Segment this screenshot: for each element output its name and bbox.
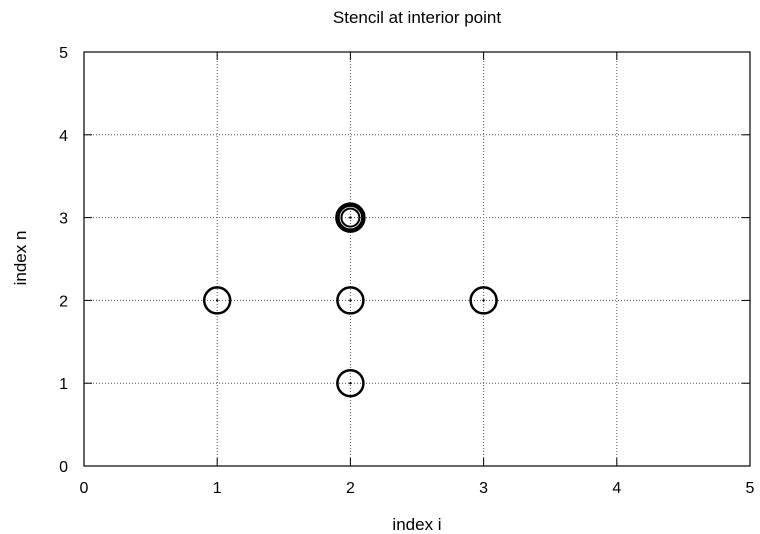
y-tick-label: 3 bbox=[59, 211, 68, 228]
x-tick-label: 1 bbox=[213, 480, 222, 497]
y-tick-label: 4 bbox=[59, 128, 68, 145]
tick-marks bbox=[83, 51, 751, 467]
neighbor-point-marker bbox=[469, 286, 498, 315]
stencil-point bbox=[469, 286, 498, 315]
point-center-dot bbox=[349, 299, 352, 302]
y-axis-title: index n bbox=[11, 231, 30, 286]
tick-labels: 0 1 2 3 4 5 0 1 2 3 4 5 bbox=[59, 45, 754, 497]
x-axis-title: index i bbox=[392, 515, 441, 534]
point-center-dot bbox=[349, 382, 352, 385]
stencil-point bbox=[336, 286, 365, 315]
data-points bbox=[202, 202, 498, 398]
point-center-dot bbox=[349, 216, 352, 219]
stencil-point bbox=[335, 202, 366, 233]
x-tick-label: 5 bbox=[746, 480, 755, 497]
plot-frame bbox=[83, 51, 751, 467]
y-tick-label: 5 bbox=[59, 45, 68, 62]
y-tick-label: 2 bbox=[59, 293, 68, 310]
y-tick-label: 1 bbox=[59, 376, 68, 393]
point-center-dot bbox=[482, 299, 485, 302]
center-point-marker bbox=[335, 202, 366, 233]
y-tick-label: 0 bbox=[59, 459, 68, 476]
chart-title: Stencil at interior point bbox=[333, 8, 501, 27]
stencil-point bbox=[336, 368, 365, 398]
center-point-inner-ring bbox=[340, 207, 361, 228]
stencil-point bbox=[202, 286, 232, 315]
x-tick-label: 3 bbox=[479, 480, 488, 497]
neighbor-point-marker bbox=[202, 286, 232, 315]
x-tick-label: 0 bbox=[80, 480, 89, 497]
neighbor-point-marker bbox=[336, 286, 365, 315]
x-tick-label: 4 bbox=[612, 480, 621, 497]
x-tick-label: 2 bbox=[346, 480, 355, 497]
grid-lines bbox=[84, 52, 750, 466]
neighbor-point-marker bbox=[336, 368, 365, 398]
point-center-dot bbox=[216, 299, 219, 302]
